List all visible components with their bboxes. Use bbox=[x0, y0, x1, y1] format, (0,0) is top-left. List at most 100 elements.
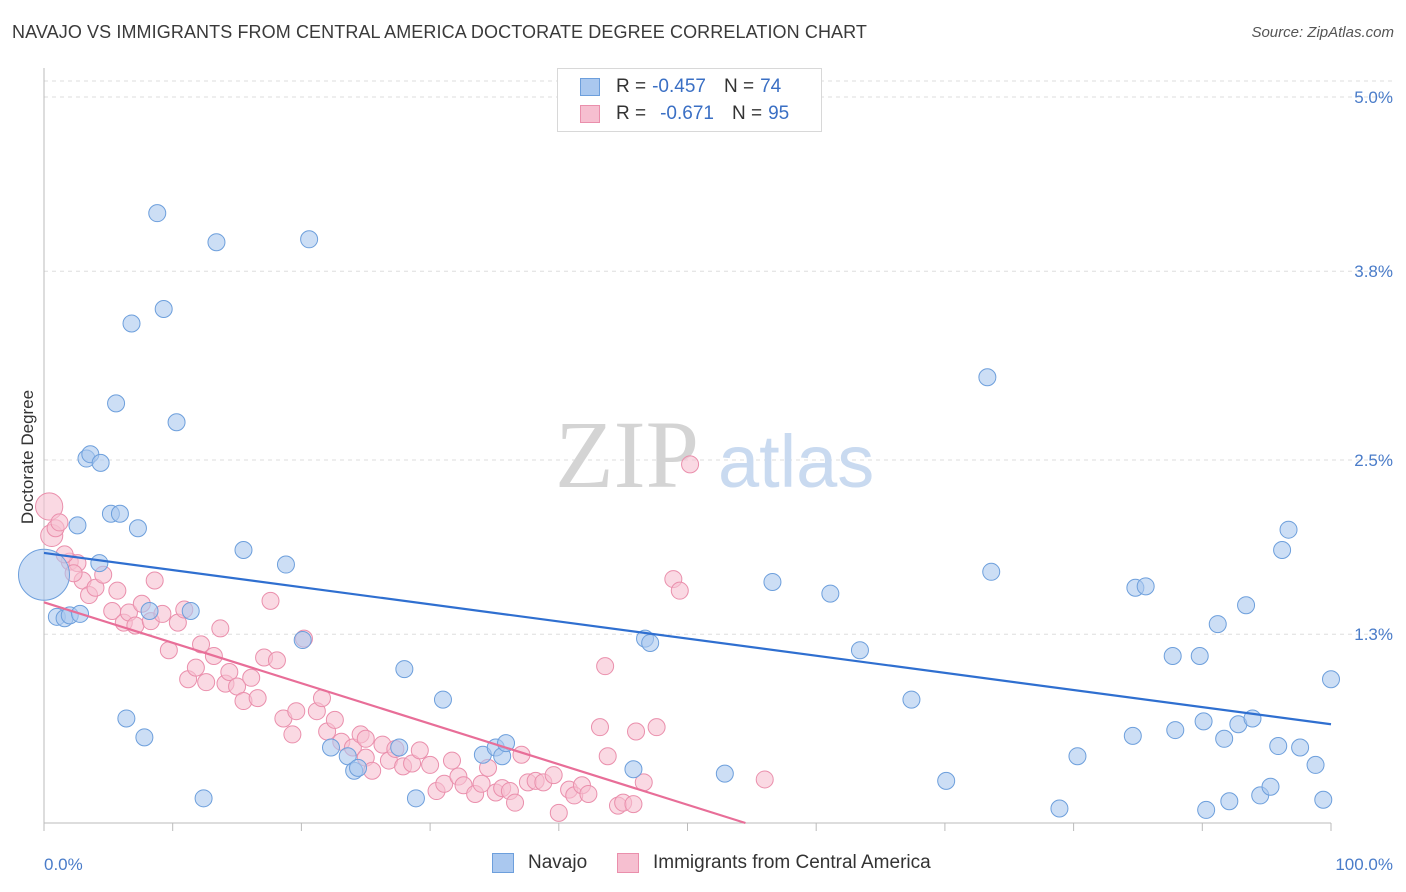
navajo-point bbox=[1261, 777, 1280, 796]
navajo-point bbox=[140, 602, 159, 621]
immigrants-point bbox=[435, 774, 454, 793]
navajo-point bbox=[1237, 596, 1256, 615]
x-tick-label: 0.0% bbox=[44, 855, 83, 874]
immigrants-series bbox=[35, 455, 774, 822]
navajo-point bbox=[167, 413, 186, 432]
legend-label-immigrants: Immigrants from Central America bbox=[653, 852, 931, 873]
y-tick-label: 2.5% bbox=[1354, 451, 1393, 470]
immigrants-point bbox=[287, 702, 306, 721]
navajo-point bbox=[1215, 729, 1234, 748]
r-value: -0.457 bbox=[652, 76, 706, 97]
immigrants-point bbox=[108, 581, 127, 600]
navajo-point bbox=[624, 760, 643, 779]
legend-item-navajo[interactable]: Navajo bbox=[492, 852, 587, 874]
immigrants-point bbox=[755, 770, 774, 789]
navajo-point bbox=[128, 519, 147, 538]
immigrants-point bbox=[598, 747, 617, 766]
navajo-point bbox=[641, 633, 660, 652]
immigrants-point bbox=[50, 513, 69, 532]
navajo-point bbox=[937, 771, 956, 790]
immigrants-point bbox=[670, 581, 689, 600]
immigrants-point bbox=[647, 718, 666, 737]
immigrants-swatch bbox=[617, 853, 639, 873]
navajo-point bbox=[850, 641, 869, 660]
navajo-point bbox=[300, 230, 319, 249]
navajo-point bbox=[1273, 541, 1292, 560]
r-value: -0.671 bbox=[660, 103, 714, 124]
source-label: Source: ZipAtlas.com bbox=[1251, 24, 1394, 41]
y-tick-label: 3.8% bbox=[1354, 262, 1393, 281]
navajo-point bbox=[1314, 790, 1333, 809]
immigrants-point bbox=[410, 741, 429, 760]
immigrants-point bbox=[325, 710, 344, 729]
immigrants-point bbox=[242, 668, 261, 687]
navajo-point bbox=[1208, 615, 1227, 634]
legend-row-navajo: R = -0.457 N = 74 bbox=[580, 75, 781, 99]
navajo-point bbox=[135, 728, 154, 747]
navajo-point bbox=[1123, 726, 1142, 745]
navajo-point bbox=[276, 555, 295, 574]
navajo-point bbox=[322, 738, 341, 757]
axes bbox=[43, 68, 1332, 831]
n-value: 95 bbox=[768, 103, 790, 124]
immigrants-point bbox=[261, 591, 280, 610]
navajo-point bbox=[1190, 647, 1209, 666]
navajo-point bbox=[1269, 737, 1288, 756]
navajo-point bbox=[1291, 738, 1310, 757]
immigrants-point bbox=[35, 492, 64, 521]
legend-row-immigrants: R = -0.671 N = 95 bbox=[580, 102, 789, 126]
immigrants-point bbox=[624, 795, 643, 814]
immigrants-point bbox=[681, 455, 700, 474]
navajo-point bbox=[1166, 721, 1185, 740]
immigrants-trend-line bbox=[43, 601, 746, 825]
navajo-trend-line bbox=[43, 551, 1332, 726]
navajo-point bbox=[90, 554, 109, 573]
navajo-point bbox=[715, 764, 734, 783]
immigrants-point bbox=[596, 657, 615, 676]
navajo-point bbox=[982, 562, 1001, 581]
navajo-point bbox=[390, 738, 409, 757]
navajo-point bbox=[1220, 792, 1239, 811]
immigrants-point bbox=[356, 729, 375, 748]
watermark: ZIP atlas bbox=[555, 401, 874, 508]
navajo-series bbox=[18, 204, 1340, 819]
navajo-point bbox=[117, 709, 136, 728]
navajo-point bbox=[154, 299, 173, 318]
navajo-point bbox=[1163, 647, 1182, 666]
navajo-point bbox=[234, 541, 253, 560]
immigrants-point bbox=[248, 689, 267, 708]
navajo-point bbox=[821, 584, 840, 603]
series-legend: Navajo Immigrants from Central America bbox=[0, 852, 1406, 878]
navajo-point bbox=[406, 789, 425, 808]
navajo-point bbox=[763, 572, 782, 591]
navajo-swatch bbox=[492, 853, 514, 873]
navajo-point bbox=[148, 204, 167, 223]
immigrants-point bbox=[579, 784, 598, 803]
immigrants-point bbox=[506, 793, 525, 812]
stats-legend: R = -0.457 N = 74 R = -0.671 N = 95 bbox=[557, 68, 822, 132]
r-label: R = bbox=[616, 76, 647, 97]
immigrants-point bbox=[421, 755, 440, 774]
n-label: N = bbox=[731, 103, 763, 124]
n-label: N = bbox=[723, 76, 755, 97]
immigrants-point bbox=[211, 619, 230, 638]
y-axis-label: Doctorate Degree bbox=[18, 390, 37, 524]
navajo-point bbox=[1194, 712, 1213, 731]
navajo-point bbox=[122, 314, 141, 333]
chart-title: NAVAJO VS IMMIGRANTS FROM CENTRAL AMERIC… bbox=[12, 22, 868, 42]
navajo-point bbox=[1279, 520, 1298, 539]
navajo-point bbox=[433, 690, 452, 709]
navajo-point bbox=[18, 548, 70, 601]
navajo-point bbox=[293, 631, 312, 650]
navajo-point bbox=[1068, 747, 1087, 766]
tick-labels: 1.3% 2.5% 3.8% 5.0% 0.0% 100.0% bbox=[44, 88, 1393, 874]
navajo-point bbox=[349, 758, 368, 777]
r-label: R = bbox=[616, 103, 647, 124]
immigrants-point bbox=[220, 662, 239, 681]
immigrants-point bbox=[549, 803, 568, 822]
navajo-point bbox=[1322, 670, 1340, 689]
navajo-swatch bbox=[580, 78, 600, 96]
x-tick-label: 100.0% bbox=[1335, 855, 1393, 874]
legend-item-immigrants[interactable]: Immigrants from Central America bbox=[617, 852, 931, 874]
